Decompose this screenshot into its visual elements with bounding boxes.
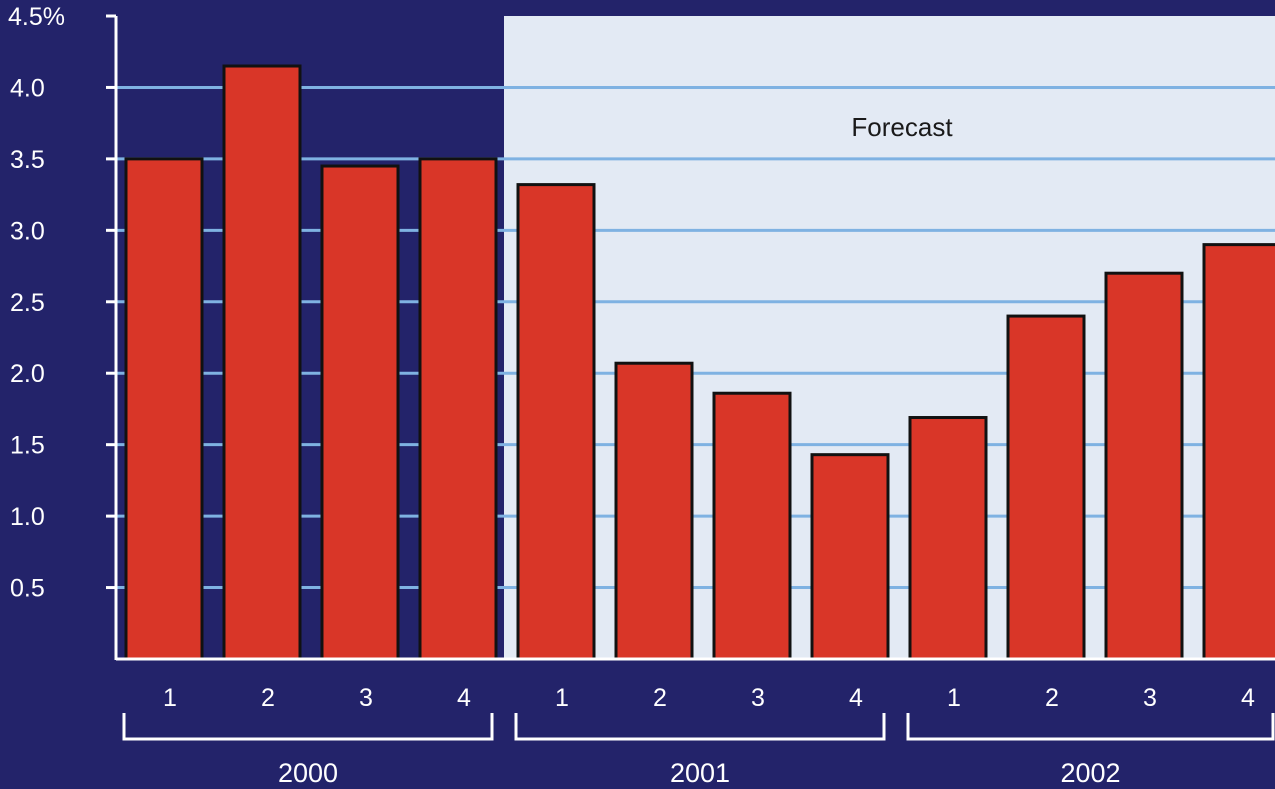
x-tick-label: 4 [849, 684, 863, 712]
x-tick-label: 4 [457, 684, 471, 712]
y-axis-tick-labels: 0.5 1.0 1.5 2.0 2.5 3.0 3.5 4.0 4.5% [8, 3, 65, 603]
x-tick-label: 2 [1045, 684, 1059, 712]
y-tick-label: 4.0 [10, 74, 45, 102]
bar [712, 391, 792, 661]
y-tick-label: 1.0 [10, 503, 45, 531]
y-tick-label: 3.0 [10, 217, 45, 245]
bar [1006, 314, 1086, 661]
x-tick-label: 1 [947, 684, 961, 712]
bar [614, 361, 694, 661]
y-tick-label: 1.5 [10, 432, 45, 460]
year-bracket [906, 713, 1275, 741]
bar [1202, 243, 1275, 661]
bar [516, 183, 596, 661]
y-tick-label: 2.5 [10, 289, 45, 317]
x-tick-label: 2 [653, 684, 667, 712]
year-label: 2000 [278, 758, 338, 788]
bar [810, 453, 890, 661]
year-label: 2002 [1060, 758, 1120, 788]
y-tick-label: 0.5 [10, 575, 45, 603]
bar [908, 416, 988, 661]
year-bracket [514, 713, 886, 741]
y-tick-label: 2.0 [10, 360, 45, 388]
x-tick-label: 1 [163, 684, 177, 712]
bar [1104, 271, 1184, 661]
y-tick-label: 3.5 [10, 146, 45, 174]
axes [106, 14, 1275, 661]
bar [418, 157, 498, 661]
bars [124, 64, 1275, 661]
y-tick-label: 4.5% [8, 3, 65, 31]
year-label: 2001 [670, 758, 730, 788]
x-tick-label: 3 [359, 684, 373, 712]
x-tick-label: 3 [751, 684, 765, 712]
year-bracket [122, 713, 494, 741]
forecast-label: Forecast [851, 112, 953, 142]
x-tick-label: 4 [1241, 684, 1255, 712]
x-tick-label: 3 [1143, 684, 1157, 712]
x-tick-label: 2 [261, 684, 275, 712]
x-axis-labels: 1 2 3 4 2000 1 2 3 4 2001 1 2 3 4 2002 [122, 684, 1275, 788]
x-tick-label: 1 [555, 684, 569, 712]
bar [222, 64, 302, 661]
bar [320, 164, 400, 661]
bar [124, 157, 204, 661]
